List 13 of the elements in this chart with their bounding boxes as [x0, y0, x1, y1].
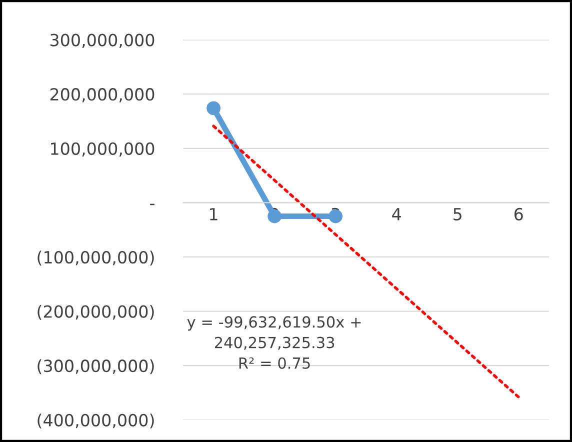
- y-tick-label: 300,000,000: [50, 34, 154, 48]
- y-tick-label: (100,000,000): [38, 250, 154, 266]
- y-tick-label: (400,000,000): [38, 414, 154, 428]
- x-tick-label: 4: [392, 208, 401, 220]
- y-tick-label: 200,000,000: [50, 88, 154, 102]
- x-tick-label: 1: [210, 208, 218, 220]
- x-tick-label: 6: [514, 208, 523, 220]
- y-tick-label: (200,000,000): [38, 304, 154, 320]
- x-tick-label: 5: [454, 208, 462, 220]
- y-tick-label: -: [150, 204, 154, 206]
- annotation: y = -99,632,619.50x + 240,257,325.33 R² = 0.75: [187, 316, 361, 369]
- y-tick-label: (300,000,000): [38, 359, 154, 374]
- y-tick-label: 100,000,000: [51, 142, 154, 157]
